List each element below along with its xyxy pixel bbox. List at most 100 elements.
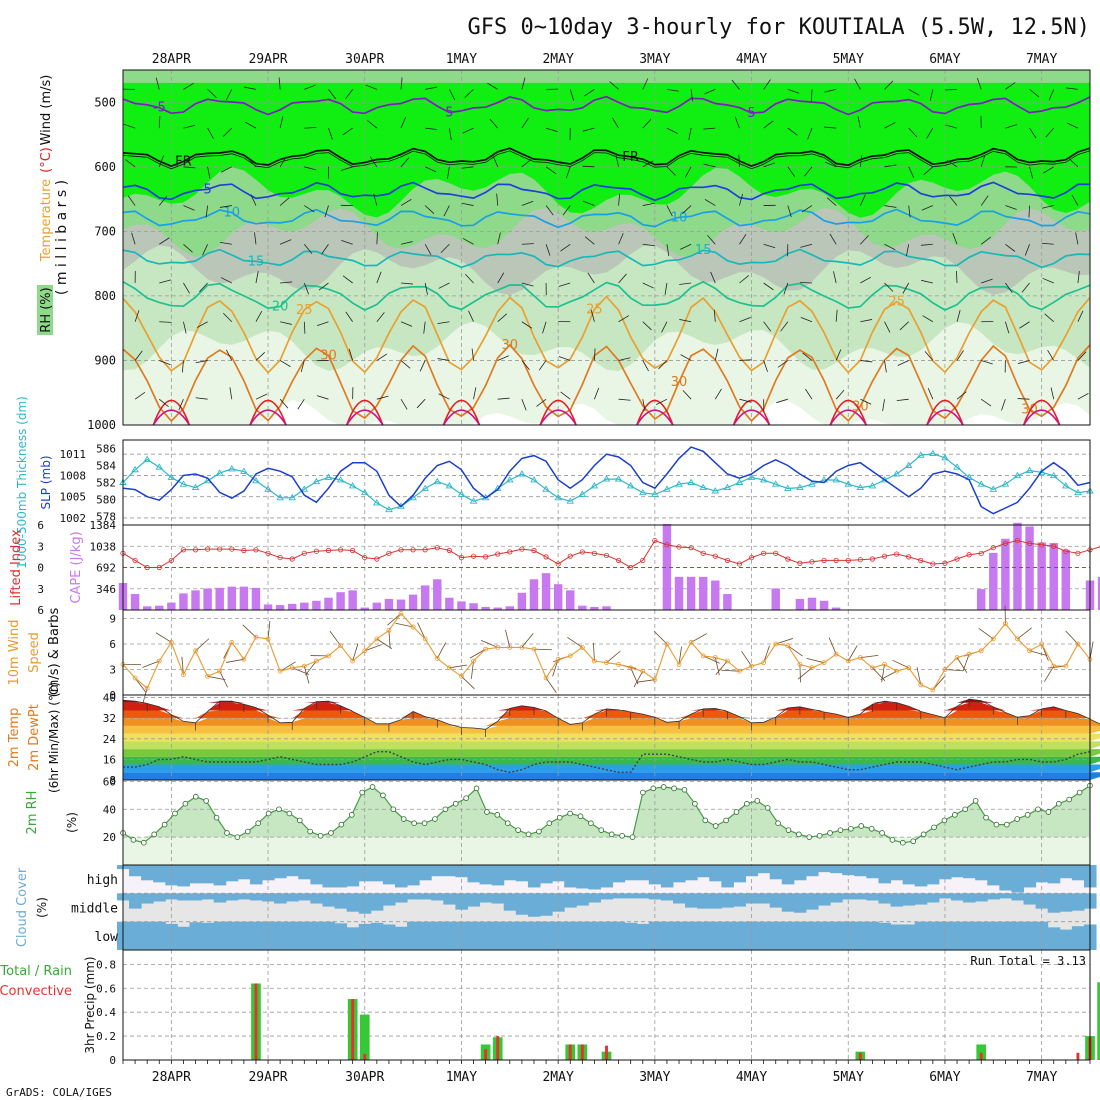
wind-barb [824,161,837,168]
cape-bar [698,576,708,610]
wind-barb [521,399,527,411]
cloud-bar-high [407,865,420,886]
cloud-bar-high [153,865,166,883]
cloud-bar-low [709,921,722,950]
cloud-bar-middle [225,893,239,901]
wind-barb-10m [567,637,583,648]
rh-marker [484,809,490,815]
cloud-bar-middle [564,893,577,908]
li-marker [422,547,428,553]
wind-barb [569,89,575,101]
slp-tick: 1005 [60,491,87,504]
li-marker [265,550,271,556]
rh-marker [952,812,958,818]
cloud-bar-high [1059,865,1073,879]
thickness-marker [929,449,937,457]
wind-barb [920,243,933,246]
wind-barb [1066,122,1079,129]
cloud-bar-high [1011,865,1025,893]
thickness-marker [904,461,913,468]
li-marker [555,561,561,567]
wind-barb [924,351,934,361]
cloud-bar-low [274,921,287,950]
wind-barb-10m [142,660,160,668]
hot-contour [442,409,481,426]
wind-barb [666,88,679,92]
li-marker [1039,542,1045,548]
cloud-bar-middle [805,893,819,910]
wind-barb [244,86,257,90]
temp-band-8 [123,710,1100,719]
wind-barb [424,282,428,295]
temp-band-1 [123,764,1100,773]
wind-barb [981,360,993,365]
cape-bar [517,592,527,610]
cloud-bar-low [382,924,396,950]
thickness-marker [941,453,949,461]
cloud-bar-middle [479,893,493,903]
wind-barb-10m [763,645,770,663]
wind-barb [1029,127,1037,139]
wind-barb [223,312,233,323]
wind-barb [545,244,551,256]
wind-speed-marker [483,646,489,652]
rh2m-axis-label: 2m RH [25,791,40,835]
thickness-marker [699,483,707,491]
wind-barb [584,89,595,97]
li-marker [918,557,924,564]
cloud-bar-middle [310,893,323,904]
cloud-bar-middle [926,893,940,903]
cloud-bar-middle [407,893,420,900]
wind-barb [922,315,934,323]
wind-barb-10m [1044,665,1055,682]
rh-marker [733,809,740,815]
li-marker [337,547,344,553]
date-label-bottom: 28APR [152,1070,191,1085]
cloud-bar-low [527,921,541,950]
cape-bar [1001,538,1010,610]
temp-contour-m5 [122,95,1091,116]
thickness-marker [348,482,357,489]
date-label-top: 3MAY [639,52,670,67]
cloud-bar-middle [697,893,710,909]
date-label-top: 7MAY [1026,52,1057,67]
wind-barb [1028,205,1030,218]
li-marker [688,545,694,551]
li-tick: 3 [37,540,44,553]
wind-barb [497,232,501,245]
cloud-bar-middle [1047,893,1061,913]
date-label-bottom: 4MAY [736,1070,767,1085]
thickness-marker [844,480,853,487]
wind-speed-marker [724,658,730,664]
wind-barb-10m [860,655,879,658]
wind-barb-10m [376,638,393,650]
wind-barb [666,127,678,134]
wind-barb [159,321,172,323]
temp-band-2 [123,756,1100,765]
wind-barb [884,205,897,208]
cloud-bar-low [890,924,904,950]
cloud-bar-high [781,865,795,885]
wind-barb [780,321,789,332]
li-marker [869,556,876,562]
wind-barb [908,89,920,96]
rh-marker [806,834,813,840]
rh-marker [307,828,313,835]
cape-bar [179,593,188,610]
rh-band-low [123,837,1090,865]
li-marker [579,549,585,555]
rh-marker [255,820,261,826]
thickness-marker [578,490,587,497]
thickness-marker [1049,471,1058,479]
wind-barb [908,166,915,178]
wind-barb [805,388,813,400]
thickness-marker [312,477,321,485]
wind-speed-marker [156,658,162,664]
wind-barb [763,120,774,129]
wind-barb-10m [387,613,402,626]
temp-band-6 [123,725,1100,734]
cloud-bar-high [443,865,456,877]
li-marker [495,551,501,557]
wind-barb [219,205,232,208]
